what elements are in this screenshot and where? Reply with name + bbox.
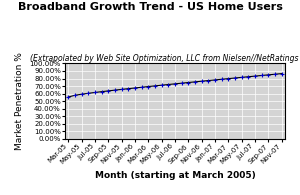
Text: Broadband Growth Trend - US Home Users: Broadband Growth Trend - US Home Users	[18, 2, 282, 12]
X-axis label: Month (starting at March 2005): Month (starting at March 2005)	[95, 171, 255, 180]
Y-axis label: Market Penetration %: Market Penetration %	[15, 52, 24, 150]
Title: (Extrapolated by Web Site Optimization, LLC from Nielsen//NetRatings data): (Extrapolated by Web Site Optimization, …	[29, 54, 300, 63]
